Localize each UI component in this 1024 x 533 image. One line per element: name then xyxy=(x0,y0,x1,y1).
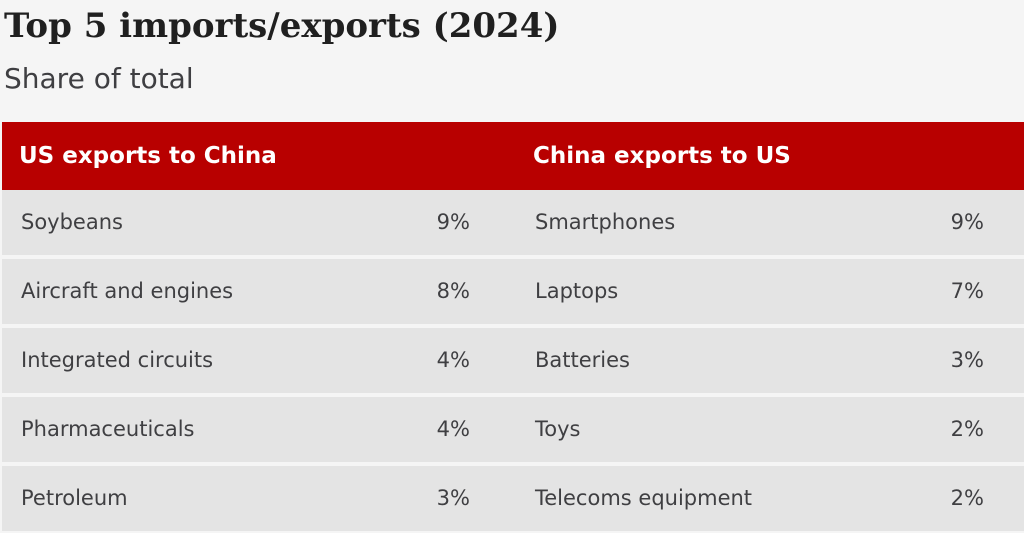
us-export-share: 8% xyxy=(436,279,470,303)
chart-subtitle: Share of total xyxy=(4,62,194,95)
us-export-share: 4% xyxy=(436,348,470,372)
us-export-share: 3% xyxy=(436,486,470,510)
china-export-share: 3% xyxy=(950,348,984,372)
table-row: Petroleum 3% Telecoms equipment 2% xyxy=(2,466,1024,531)
us-export-item: Aircraft and engines xyxy=(21,279,234,303)
table-row: Pharmaceuticals 4% Toys 2% xyxy=(2,397,1024,462)
us-export-share: 4% xyxy=(436,417,470,441)
table-body: Soybeans 9% Smartphones 9% Aircraft and engi… xyxy=(2,190,1024,531)
us-export-share: 9% xyxy=(436,210,470,234)
china-export-share: 2% xyxy=(950,417,984,441)
china-export-item: Telecoms equipment xyxy=(535,486,753,510)
us-export-item: Integrated circuits xyxy=(21,348,214,372)
table-row: Soybeans 9% Smartphones 9% xyxy=(2,190,1024,255)
china-export-item: Toys xyxy=(535,417,581,441)
chart-title: Top 5 imports/exports (2024) xyxy=(4,6,560,46)
china-export-share: 9% xyxy=(950,210,984,234)
column-header-china-exports: China exports to US xyxy=(533,143,791,169)
column-header-us-exports: US exports to China xyxy=(19,143,277,169)
us-export-item: Pharmaceuticals xyxy=(21,417,195,441)
china-export-item: Laptops xyxy=(535,279,619,303)
table-header-row: US exports to China China exports to US xyxy=(2,122,1024,190)
table-row: Integrated circuits 4% Batteries 3% xyxy=(2,328,1024,393)
table-row: Aircraft and engines 8% Laptops 7% xyxy=(2,259,1024,324)
china-export-item: Smartphones xyxy=(535,210,676,234)
trade-table: US exports to China China exports to US … xyxy=(2,122,1024,533)
china-export-share: 2% xyxy=(950,486,984,510)
us-export-item: Soybeans xyxy=(21,210,123,234)
china-export-share: 7% xyxy=(950,279,984,303)
china-export-item: Batteries xyxy=(535,348,630,372)
us-export-item: Petroleum xyxy=(21,486,128,510)
